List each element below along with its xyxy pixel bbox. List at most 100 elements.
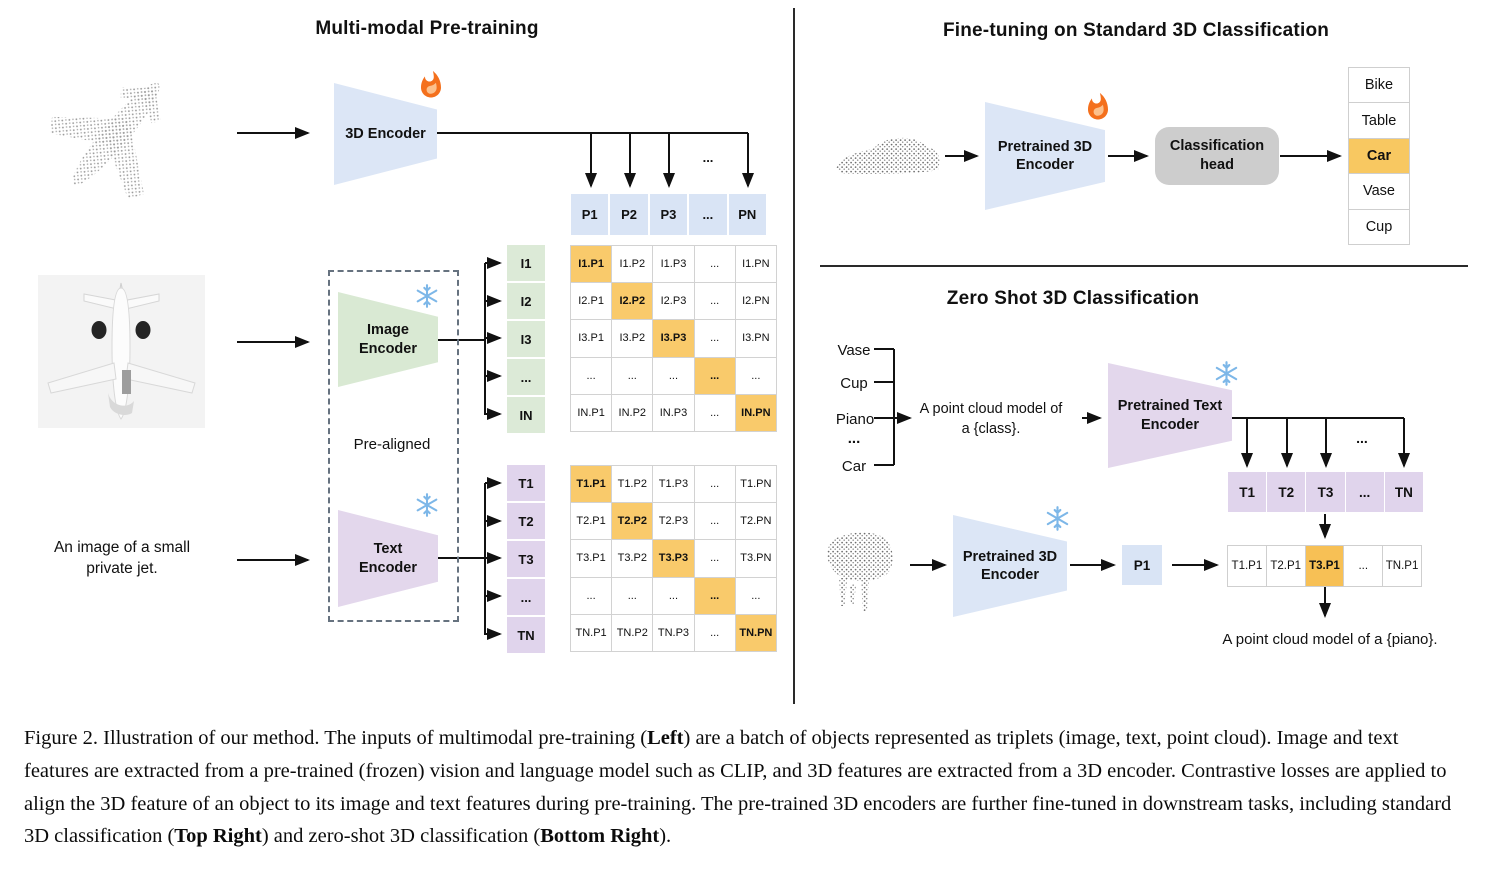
matrix-cell: I2.P2 [612, 283, 653, 320]
matrix-cell: TN.P3 [653, 614, 694, 651]
text-feature-column: T1 T2 T3 ... TN [507, 465, 545, 653]
t-feature-row: T1 T2 T3 ... TN [1228, 472, 1423, 512]
matrix-cell: TN.P1 [571, 614, 612, 651]
matrix-cell: ... [694, 503, 735, 540]
matrix-cell: I2.P1 [571, 283, 612, 320]
i-cell: I2 [507, 283, 545, 319]
matrix-cell: I1.P1 [571, 246, 612, 283]
image-similarity-matrix: I1.P1 I1.P2 I1.P3 ... I1.PN I2.P1 I2.P2 … [570, 245, 777, 432]
image-encoder-label-line2: Encoder [358, 340, 417, 357]
text-encoder-label-line2: Encoder [358, 559, 417, 576]
matrix-cell: I2.PN [735, 283, 776, 320]
matrix-cell: ... [612, 577, 653, 614]
matrix-cell: ... [694, 320, 735, 357]
classification-head-label-line2: head [1200, 157, 1234, 173]
t-row-cell: ... [1345, 472, 1384, 512]
pretrained-text-encoder-label-line1: Pretrained Text [1117, 398, 1223, 415]
match-cell: T2.P1 [1266, 546, 1305, 586]
caption-segment: ) and zero-shot 3D classification ( [261, 825, 541, 848]
class-list-item-highlighted: Car [1349, 138, 1409, 174]
matrix-cell: IN.P2 [612, 394, 653, 431]
matrix-cell: ... [694, 577, 735, 614]
t-row-cell: T1 [1228, 472, 1267, 512]
left-panel-title: Multi-modal Pre-training [315, 18, 539, 39]
p1-feature-box: P1 [1122, 545, 1162, 585]
snowflake-icon [416, 493, 438, 517]
piano-point-cloud [827, 532, 893, 611]
i-cell: I1 [507, 245, 545, 281]
vertical-divider [793, 8, 795, 704]
p-cell: PN [728, 194, 766, 235]
matrix-cell: ... [694, 246, 735, 283]
pretrained-3d-encoder-finetune: Pretrained 3D Encoder [985, 102, 1105, 210]
matrix-cell: T2.PN [735, 503, 776, 540]
class-list-item: Vase [1349, 174, 1409, 209]
car-point-cloud [836, 137, 940, 174]
t-cell: T2 [507, 503, 545, 539]
matrix-cell: T1.P3 [653, 466, 694, 503]
matrix-cell: ... [653, 357, 694, 394]
zs-class-label-ellipsis: ... [847, 430, 861, 447]
matrix-cell: IN.PN [735, 394, 776, 431]
i-cell: ... [507, 359, 545, 395]
matrix-cell: T1.P2 [612, 466, 653, 503]
matrix-cell: IN.P1 [571, 394, 612, 431]
matrix-cell: ... [694, 394, 735, 431]
matrix-cell: I1.P3 [653, 246, 694, 283]
classification-head-label-line1: Classification [1169, 138, 1265, 155]
image-encoder-label-line1: Image [367, 322, 409, 339]
matrix-cell: ... [735, 357, 776, 394]
p-feature-row: P1 P2 P3 ... PN [571, 194, 766, 235]
pre-aligned-label: Pre-aligned [353, 436, 431, 453]
encoder-3d-label: 3D Encoder [345, 125, 426, 142]
bottom-right-title: Zero Shot 3D Classification [946, 288, 1200, 309]
i-cell: IN [507, 397, 545, 433]
matrix-cell: T2.P1 [571, 503, 612, 540]
class-list-item: Bike [1349, 68, 1409, 103]
input-text-line2: private jet. [86, 559, 158, 577]
zs-class-label: Piano [835, 411, 875, 428]
image-feature-column: I1 I2 I3 ... IN [507, 245, 545, 433]
caption-segment: ). [659, 825, 672, 848]
matrix-cell: T3.P3 [653, 540, 694, 577]
matrix-cell: ... [571, 357, 612, 394]
match-cell: T1.P1 [1228, 546, 1266, 586]
zs-class-label: Cup [840, 375, 868, 392]
matrix-cell: ... [694, 614, 735, 651]
pretrained-3d-encoder-label-line1: Pretrained 3D [997, 138, 1093, 155]
p-cell: P3 [649, 194, 688, 235]
t-cell: T1 [507, 465, 545, 501]
matrix-cell: I3.P1 [571, 320, 612, 357]
pretrained-text-encoder-label-line2: Encoder [1140, 416, 1199, 433]
pretrained-3d-encoder-zs-label-line2: Encoder [980, 567, 1039, 583]
t-row-cell: T2 [1267, 472, 1306, 512]
classification-head: Classification head [1155, 127, 1279, 185]
similarity-match-row: T1.P1 T2.P1 T3.P1 ... TN.P1 [1227, 545, 1422, 587]
caption-bold-bottom-right: Bottom Right [540, 825, 660, 848]
fire-icon [421, 70, 441, 98]
airplane-point-cloud [49, 82, 161, 199]
t-row-cell: T3 [1306, 472, 1345, 512]
figure-caption: Figure 2. Illustration of our method. Th… [24, 722, 1468, 853]
matrix-cell: I3.P2 [612, 320, 653, 357]
p-cell: P1 [571, 194, 609, 235]
matrix-cell: T3.PN [735, 540, 776, 577]
matrix-cell: T3.P1 [571, 540, 612, 577]
caption-segment: Figure 2. Illustration of our method. Th… [24, 727, 648, 749]
caption-segment: ) are a batch of objects represented as … [24, 727, 1452, 848]
fire-icon [1088, 92, 1108, 120]
pretrained-3d-encoder-label-line2: Encoder [1015, 157, 1074, 173]
p-cell: P2 [610, 194, 648, 235]
caption-bold-left: Left [647, 727, 684, 749]
matrix-cell: ... [694, 540, 735, 577]
matrix-cell: IN.P3 [653, 394, 694, 431]
t-drop-ellipsis: ... [1356, 430, 1368, 446]
t-cell: T3 [507, 541, 545, 577]
prompt-line1: A point cloud model of [919, 401, 1063, 417]
prompt-line2: a {class}. [961, 420, 1021, 437]
matrix-cell: ... [653, 577, 694, 614]
text-similarity-matrix: T1.P1 T1.P2 T1.P3 ... T1.PN T2.P1 T2.P2 … [570, 465, 777, 652]
snowflake-icon [1046, 506, 1069, 531]
